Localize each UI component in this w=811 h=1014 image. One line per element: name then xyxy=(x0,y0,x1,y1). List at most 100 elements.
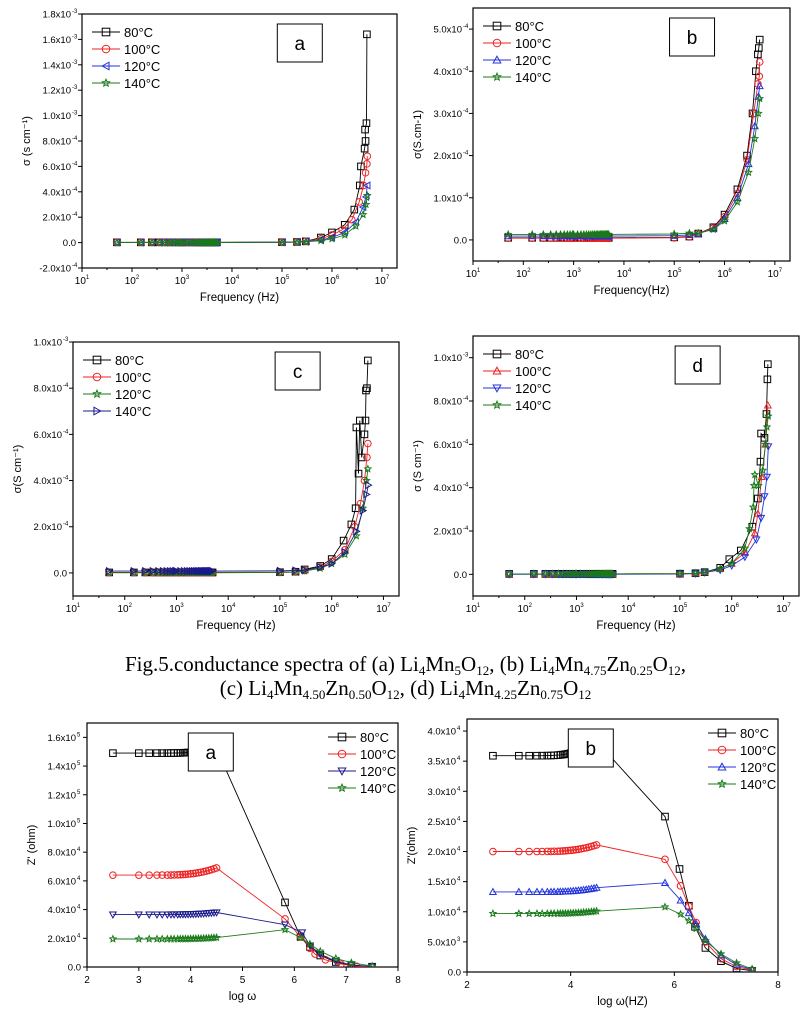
x-tick-exponent: 2 xyxy=(527,268,531,274)
data-point xyxy=(292,566,300,575)
legend-marker-square-icon xyxy=(92,355,102,365)
x-tick-exponent: 2 xyxy=(529,603,533,609)
data-point xyxy=(524,908,534,918)
y-tick-label: 0.0 xyxy=(63,238,76,249)
caption-subscript: 4 xyxy=(458,687,466,702)
data-point xyxy=(720,216,729,225)
data-point xyxy=(592,906,601,915)
y-tick-label: 4.0x10 xyxy=(47,905,76,916)
data-point xyxy=(109,871,117,879)
y-tick-exponent: -3 xyxy=(72,85,78,91)
impedance-chart-b: 2 4 6 80.05.0x10 31.0x10 41.5x10 42.0x10 42.5x1… xyxy=(406,718,781,1008)
caption-line-1: Fig.5.conductance spectra of (a) Li4Mn5O… xyxy=(124,652,687,678)
x-tick-label: 105 xyxy=(275,275,290,287)
y-tick-exponent: 5 xyxy=(77,732,81,738)
data-point xyxy=(529,569,539,578)
series-140C xyxy=(106,481,373,576)
x-tick-label: 5 xyxy=(240,975,246,986)
data-point xyxy=(701,944,710,952)
y-axis-label: Z'(ohm) xyxy=(406,827,418,865)
y-tick-label: 1.2x10 xyxy=(47,790,76,801)
panel-label-box xyxy=(674,345,721,385)
y-tick-label: 8.0x10 xyxy=(33,384,62,395)
data-point xyxy=(337,960,345,967)
x-tick-label: 101 xyxy=(66,603,81,615)
y-tick-label: 1.0x10 xyxy=(427,907,456,918)
y-tick-label: 0.0 xyxy=(54,568,67,579)
x-tick-exponent: 3 xyxy=(578,268,582,274)
data-point xyxy=(527,229,537,239)
y-tick-exponent: -4 xyxy=(463,439,469,445)
y-tick-label: 2.0x10 xyxy=(427,847,456,858)
data-point xyxy=(172,566,180,576)
legend-label: 100°C xyxy=(115,370,151,385)
y-tick-exponent: 5 xyxy=(77,790,81,796)
data-point xyxy=(760,493,769,501)
y-tick-label: 8.0x10 xyxy=(433,397,462,408)
x-tick-label: 102 xyxy=(518,603,533,615)
legend-marker-square-icon xyxy=(337,732,347,742)
x-tick-exponent: 5 xyxy=(284,603,288,609)
legend-marker-star-icon xyxy=(492,71,502,82)
data-point xyxy=(660,902,670,911)
data-point xyxy=(754,80,762,88)
data-point xyxy=(755,44,763,52)
data-point xyxy=(684,916,694,925)
data-point xyxy=(135,871,143,879)
data-point xyxy=(367,961,377,967)
y-tick-label: 1.0x10 xyxy=(47,819,76,830)
x-tick-exponent: 2 xyxy=(129,603,133,609)
data-point xyxy=(758,465,768,475)
data-point xyxy=(305,939,315,948)
legend-label: 80°C xyxy=(515,347,544,362)
data-point xyxy=(504,569,514,578)
panel-label-box xyxy=(669,17,716,57)
y-tick-label: 8.0x10 xyxy=(47,848,76,859)
caption-subscript: 0.50 xyxy=(348,687,372,702)
legend-marker-square-icon xyxy=(101,27,111,37)
data-point xyxy=(750,470,760,479)
data-point xyxy=(669,229,679,238)
y-tick-label: 1.4x10 xyxy=(47,762,76,773)
plot-frame xyxy=(472,7,791,262)
x-tick-label: 103 xyxy=(569,603,584,615)
series-line xyxy=(508,85,761,237)
y-tick-label: 0.0 xyxy=(448,968,461,979)
data-point xyxy=(503,229,513,239)
data-point xyxy=(538,847,546,856)
data-point xyxy=(361,137,370,145)
series-120C xyxy=(504,81,764,240)
y-tick-label: 4.0x10 xyxy=(33,476,62,487)
data-point xyxy=(540,569,550,578)
y-tick-exponent: -3 xyxy=(72,9,78,15)
x-tick-exponent: 4 xyxy=(628,268,632,274)
caption-subscript: 12 xyxy=(476,663,490,678)
data-point xyxy=(280,925,290,934)
legend-label: 80°C xyxy=(740,726,769,741)
data-point xyxy=(488,908,498,918)
legend-label: 140°C xyxy=(124,76,160,91)
data-point xyxy=(592,883,601,891)
data-point xyxy=(315,946,325,955)
series-120C xyxy=(108,909,377,967)
x-tick-exponent: 5 xyxy=(678,268,682,274)
series-line xyxy=(509,416,769,575)
data-point xyxy=(488,887,498,896)
plot-frame xyxy=(86,722,399,968)
data-point xyxy=(363,453,371,462)
data-point xyxy=(339,536,348,545)
series-140C xyxy=(108,925,377,967)
figure-caption: Fig.5.conductance spectra of (a) Li4Mn5O… xyxy=(0,652,811,702)
data-point xyxy=(354,469,363,478)
y-tick-label: 1.5x10 xyxy=(427,877,456,888)
data-point xyxy=(106,566,114,576)
data-point xyxy=(212,932,221,942)
data-point xyxy=(675,569,685,578)
series-line xyxy=(109,443,369,574)
data-point xyxy=(732,958,741,967)
data-point xyxy=(292,237,302,246)
legend: 80°C 100°C 120°C 140°C xyxy=(328,730,396,796)
caption-subscript: 12 xyxy=(578,687,592,702)
y-tick-label: 2.0x10 xyxy=(433,151,462,162)
